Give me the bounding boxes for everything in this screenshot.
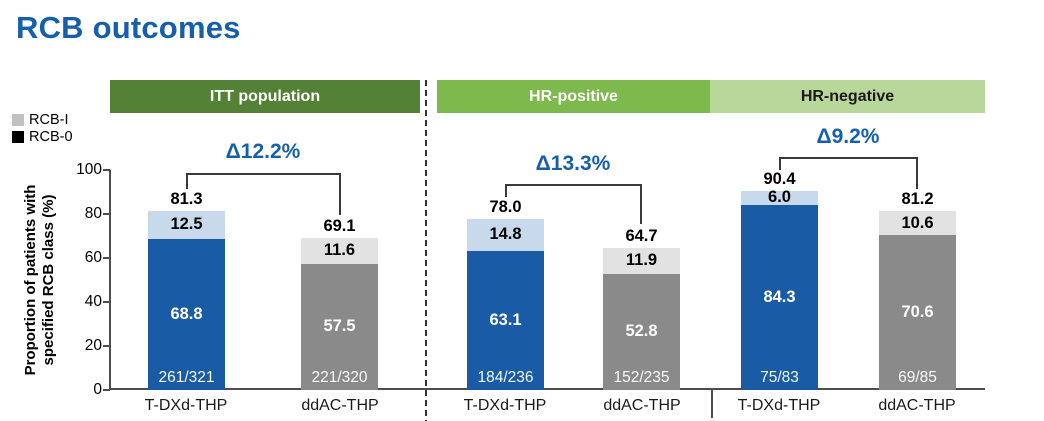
page-title: RCB outcomes (16, 10, 241, 45)
total-label: 81.2 (901, 190, 934, 209)
delta-label-hrpos: Δ13.3% (535, 152, 611, 175)
rcb0-segment: 63.1 184/236 (467, 251, 544, 390)
delta-label-itt: Δ12.2% (225, 140, 301, 163)
ytick-mark-60 (103, 257, 110, 259)
ytick-mark-100 (103, 169, 110, 171)
rcb0-segment: 57.5 221/320 (301, 263, 378, 390)
xlabel-hrneg-ddac: ddAC-THP (878, 397, 956, 414)
bracket-leg (505, 185, 507, 197)
rcb0-segment: 84.3 75/83 (741, 204, 818, 390)
xlabel-itt-tdxd: T-DXd-THP (144, 397, 228, 414)
delta-label-hrneg: Δ9.2% (816, 125, 880, 148)
delta-bracket-itt (186, 173, 341, 217)
rcb1-segment: 14.8 (467, 218, 544, 252)
rcb1-segment: 10.6 (879, 211, 956, 235)
ytick-80: 80 (84, 205, 102, 222)
x-axis-baseline (110, 388, 985, 390)
bar-hrneg-tdxd: 90.4 6.0 84.3 75/83 (741, 170, 818, 390)
bar-itt-tdxd: 81.3 12.5 68.8 261/321 (148, 190, 225, 390)
rcb1-value: 14.8 (489, 225, 522, 244)
rcb0-value: 68.8 (170, 304, 203, 323)
fraction-label: 184/236 (477, 369, 534, 386)
ytick-20: 20 (84, 337, 102, 354)
rcb0-value: 63.1 (489, 311, 522, 330)
legend-item-rcb1: RCB-I (12, 111, 73, 128)
ytick-100: 100 (76, 161, 102, 178)
xlabel-itt-ddac: ddAC-THP (301, 397, 379, 414)
bracket-leg (916, 158, 918, 189)
ytick-mark-20 (103, 345, 110, 347)
total-label: 69.1 (323, 216, 356, 235)
rcb0-value: 70.6 (901, 302, 934, 321)
xlabel-hrpos-ddac: ddAC-THP (603, 397, 681, 414)
rcb1-segment: 11.9 (603, 247, 680, 274)
legend-swatch-rcb1 (12, 113, 24, 126)
rcb1-segment: 6.0 (741, 188, 818, 207)
rcb1-segment: 11.6 (301, 237, 378, 264)
legend: RCB-I RCB-0 (12, 111, 73, 145)
fraction-label: 261/321 (158, 369, 215, 386)
ytick-60: 60 (84, 249, 102, 266)
rcb0-value: 52.8 (625, 322, 658, 341)
bar-itt-ddac: 69.1 11.6 57.5 221/320 (301, 217, 378, 390)
rcb0-segment: 70.6 69/85 (879, 234, 956, 390)
ytick-mark-80 (103, 213, 110, 215)
total-label: 78.0 (489, 197, 522, 216)
dashed-separator (425, 80, 427, 421)
rcb0-segment: 52.8 152/235 (603, 273, 680, 390)
rcb1-value: 6.0 (768, 188, 791, 207)
fraction-label: 69/85 (898, 369, 937, 386)
total-label: 90.4 (763, 170, 796, 189)
xlabel-hrpos-tdxd: T-DXd-THP (463, 397, 547, 414)
delta-bracket-hrpos (505, 184, 642, 226)
y-axis-line (109, 170, 111, 390)
ytick-40: 40 (84, 293, 102, 310)
y-axis-title-line1: Proportion of patients with (22, 184, 39, 376)
legend-item-rcb0: RCB-0 (12, 128, 73, 145)
delta-bracket-hrneg (779, 157, 918, 191)
fraction-label: 221/320 (311, 369, 368, 386)
rcb1-value: 11.6 (323, 241, 356, 260)
bracket-leg (186, 174, 188, 189)
bar-hrneg-ddac: 81.2 10.6 70.6 69/85 (879, 190, 956, 390)
fraction-label: 152/235 (613, 369, 670, 386)
bracket-leg (640, 185, 642, 224)
header-itt-population: ITT population (110, 80, 420, 113)
rcb0-value: 57.5 (323, 317, 356, 336)
total-label: 81.3 (170, 190, 203, 209)
y-axis-title-line2: specified RCB class (%) (40, 194, 57, 366)
legend-label-rcb1: RCB-I (29, 111, 69, 128)
ytick-mark-40 (103, 301, 110, 303)
rcb1-value: 12.5 (170, 215, 203, 234)
bar-hrpos-ddac: 64.7 11.9 52.8 152/235 (603, 227, 680, 390)
y-axis-title: Proportion of patients with specified RC… (22, 160, 58, 400)
bracket-leg (779, 158, 781, 170)
fraction-label: 75/83 (760, 369, 799, 386)
legend-label-rcb0: RCB-0 (29, 128, 73, 145)
xlabel-hrneg-tdxd: T-DXd-THP (737, 397, 821, 414)
header-hr-negative: HR-negative (710, 80, 985, 113)
total-label: 64.7 (625, 226, 658, 245)
bar-hrpos-tdxd: 78.0 14.8 63.1 184/236 (467, 198, 544, 390)
rcb1-value: 10.6 (901, 213, 934, 232)
header-hr-positive: HR-positive (437, 80, 710, 113)
rcb0-segment: 68.8 261/321 (148, 238, 225, 390)
ytick-0: 0 (93, 381, 102, 398)
rcb0-value: 84.3 (763, 287, 796, 306)
rcb1-value: 11.9 (625, 251, 658, 270)
group-separator-tick (711, 389, 713, 418)
legend-swatch-rcb0 (12, 130, 24, 143)
ytick-mark-0 (103, 389, 110, 391)
rcb1-segment: 12.5 (148, 211, 225, 239)
bracket-leg (339, 174, 341, 215)
